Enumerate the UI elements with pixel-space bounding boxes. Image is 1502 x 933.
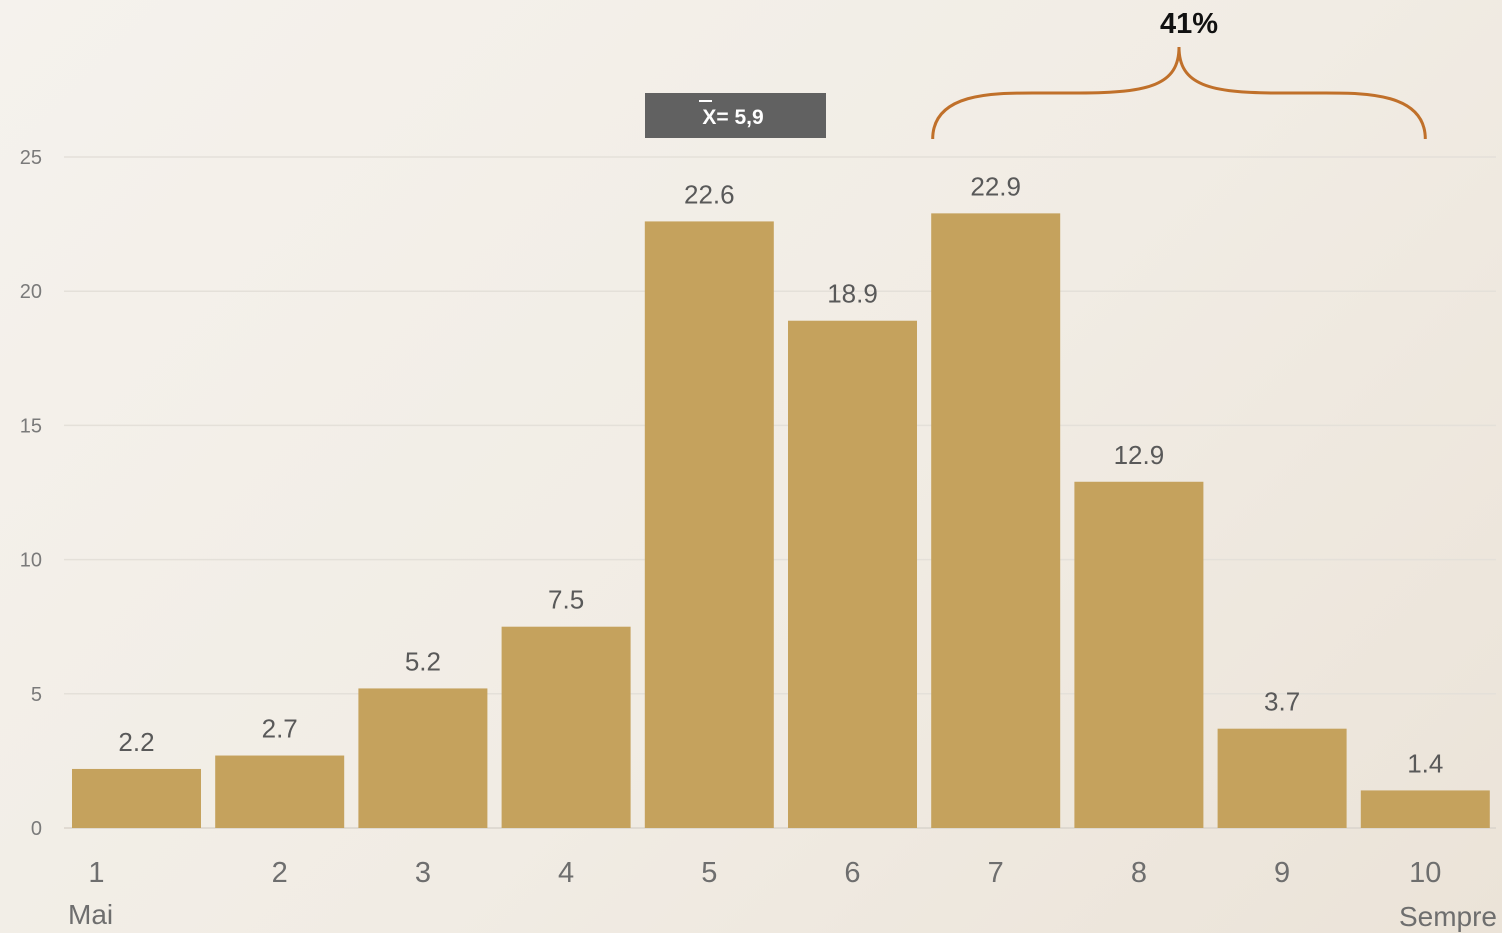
y-tick-label: 5 xyxy=(31,684,42,706)
y-tick-label: 10 xyxy=(20,550,42,572)
data-label: 22.9 xyxy=(970,171,1021,201)
bar xyxy=(215,755,345,828)
data-label: 2.7 xyxy=(262,714,298,744)
data-label: 12.9 xyxy=(1114,440,1165,470)
mean-annotation: X= 5,9 xyxy=(645,93,826,138)
bars xyxy=(72,213,1490,828)
data-label: 3.7 xyxy=(1264,687,1300,717)
data-label: 7.5 xyxy=(548,585,584,615)
x-category-label: 5 xyxy=(701,857,717,889)
data-label: 1.4 xyxy=(1407,748,1443,778)
y-tick-label: 25 xyxy=(20,147,42,169)
bar xyxy=(1217,728,1347,828)
mean-box xyxy=(645,93,826,138)
bar xyxy=(788,320,917,828)
y-axis-ticks: 0 5 10 15 20 25 xyxy=(20,147,42,840)
x-category-label: 2 xyxy=(272,857,288,889)
bar xyxy=(72,768,201,828)
mean-label: X= 5,9 xyxy=(702,106,763,129)
x-category-label: 3 xyxy=(415,857,431,889)
scale-high-label: Sempre xyxy=(1399,901,1497,932)
bar xyxy=(1360,790,1490,828)
x-category-label: 8 xyxy=(1131,857,1147,889)
y-tick-label: 15 xyxy=(20,415,42,437)
x-category-label: 4 xyxy=(558,857,574,889)
y-tick-label: 0 xyxy=(31,818,42,840)
bar xyxy=(501,626,631,828)
scale-low-label: Mai xyxy=(68,899,113,930)
data-label: 2.2 xyxy=(118,727,154,757)
bar xyxy=(1074,481,1204,828)
data-label: 22.6 xyxy=(684,179,735,209)
x-category-label: 1 xyxy=(88,857,104,889)
brace-percent-label: 41% xyxy=(1160,8,1218,40)
bar xyxy=(931,213,1061,828)
x-category-label: 9 xyxy=(1274,857,1290,889)
data-label: 18.9 xyxy=(827,279,878,309)
x-category-label: 6 xyxy=(844,857,860,889)
x-category-label: 10 xyxy=(1409,857,1441,889)
data-label: 5.2 xyxy=(405,646,441,676)
brace-annotation: 41% xyxy=(931,8,1427,140)
x-axis-categories: 1 2 3 4 5 6 7 8 9 10 xyxy=(88,857,1441,889)
brace-shape xyxy=(931,46,1427,140)
data-labels: 2.2 2.7 5.2 7.5 22.6 18.9 22.9 12.9 3.7 1.4 xyxy=(118,171,1443,778)
x-category-label: 7 xyxy=(988,857,1004,889)
y-tick-label: 20 xyxy=(20,281,42,303)
bar xyxy=(358,688,488,828)
bar xyxy=(644,221,774,828)
